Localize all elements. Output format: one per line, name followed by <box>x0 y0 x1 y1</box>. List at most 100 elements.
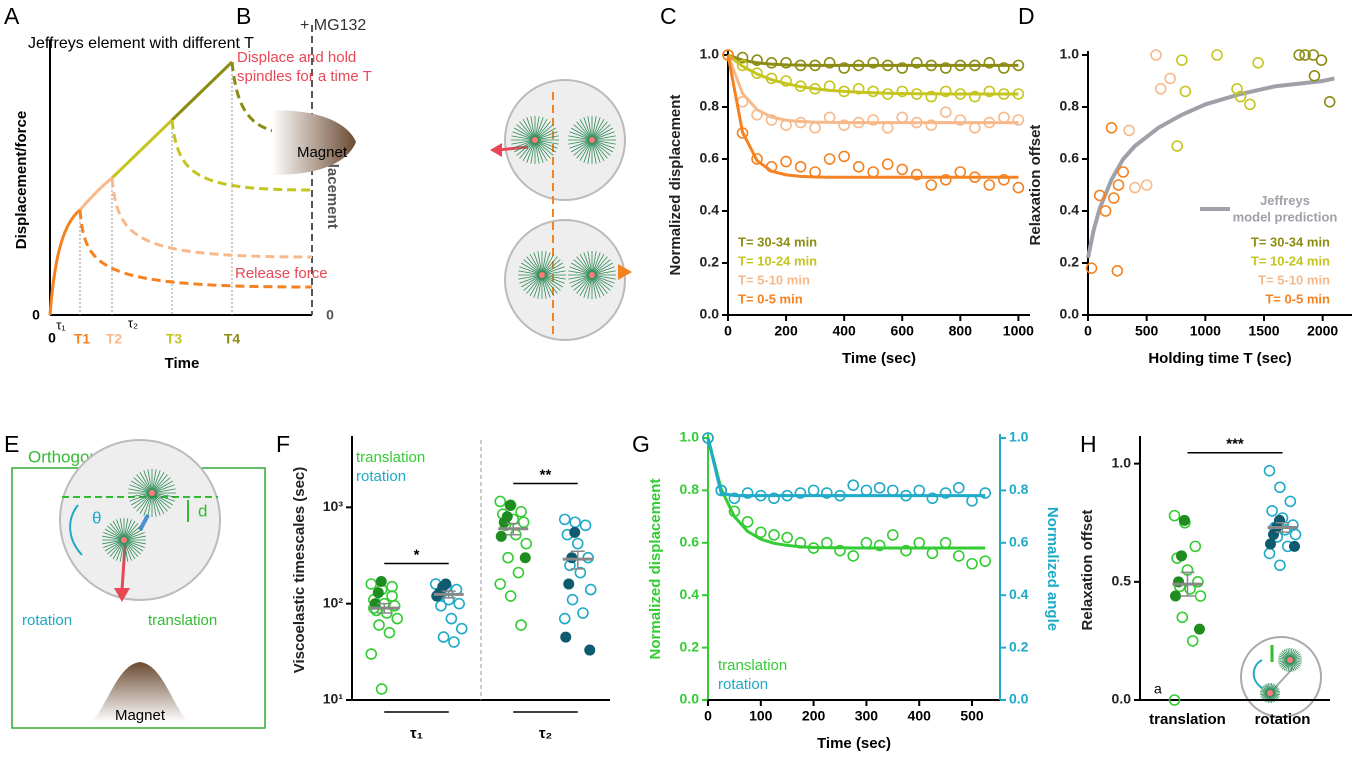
point <box>998 62 1010 74</box>
aster-ray <box>106 525 125 541</box>
point <box>768 492 780 505</box>
point <box>1263 464 1276 477</box>
point-filled <box>504 499 516 511</box>
point <box>1211 49 1223 61</box>
point <box>437 631 450 643</box>
aster-ray <box>571 274 593 288</box>
point <box>910 56 923 69</box>
point <box>1176 611 1189 624</box>
aster-ray <box>591 251 597 276</box>
aster-ray <box>521 274 543 288</box>
point <box>515 505 527 518</box>
significance: *** <box>1226 436 1244 453</box>
axis-label: Time (sec) <box>817 735 891 752</box>
aster-ray <box>568 274 593 280</box>
centrosome <box>1287 657 1293 663</box>
point <box>571 537 584 550</box>
aster-ray <box>143 470 153 494</box>
point <box>887 529 899 541</box>
y-tick-label: 10³ <box>323 498 344 514</box>
point <box>1112 179 1125 191</box>
point <box>1105 122 1118 134</box>
step-text: Release force <box>235 265 328 282</box>
cell <box>504 79 626 201</box>
point <box>1293 49 1305 61</box>
aster-ray <box>151 477 171 494</box>
point <box>1168 509 1181 522</box>
point <box>834 544 846 557</box>
legend-label: T= 30-34 min <box>1251 234 1330 249</box>
x-tick-label: 500 <box>960 708 984 724</box>
aster-ray <box>591 139 601 163</box>
aster-ray <box>591 274 613 288</box>
point-filled <box>519 552 531 564</box>
aster-ray <box>571 262 593 276</box>
point <box>925 179 938 191</box>
aster-ray <box>151 488 176 494</box>
aster-ray <box>591 266 615 276</box>
aster-ray <box>151 470 161 494</box>
y-tick-label: 1.0 <box>1060 46 1080 62</box>
aster-ray <box>537 274 543 299</box>
aster <box>102 518 146 562</box>
aster-ray <box>583 274 593 298</box>
point <box>873 481 886 494</box>
legend-label: T= 30-34 min <box>738 234 817 249</box>
tick-label: T1 <box>74 331 91 347</box>
point <box>780 56 792 69</box>
aster-ray <box>591 119 605 141</box>
inset <box>1252 659 1263 689</box>
aster-ray <box>511 135 536 141</box>
x-tick-label: τ₂ <box>539 725 552 742</box>
tick-label: T2 <box>106 331 123 347</box>
y-tick-label: 0.6 <box>680 534 700 550</box>
point <box>741 516 754 528</box>
y-tick-label: 0.4 <box>1060 202 1080 218</box>
aster-ray <box>579 254 593 276</box>
point <box>1123 124 1135 137</box>
aster-ray <box>112 520 125 541</box>
point-filled <box>372 587 384 599</box>
aster-ray <box>591 274 597 299</box>
aster-ray <box>541 274 551 298</box>
point <box>838 150 850 163</box>
aster-ray <box>516 139 536 156</box>
aster-ray <box>541 274 563 288</box>
point <box>1150 49 1162 61</box>
aster-ray <box>143 492 153 516</box>
schematic-curve <box>48 60 313 316</box>
x-tick-label: 300 <box>855 708 879 724</box>
point <box>867 56 879 69</box>
point <box>1307 49 1320 61</box>
aster-ray <box>522 119 536 141</box>
axis-label: Time (sec) <box>842 350 916 367</box>
point <box>1129 181 1141 194</box>
aster-ray <box>104 528 125 541</box>
tick-label: 0 <box>32 307 40 323</box>
point <box>504 590 517 602</box>
arrow <box>618 264 632 280</box>
aster-ray <box>123 539 142 555</box>
aster-ray <box>147 469 153 494</box>
point <box>435 600 447 612</box>
aster <box>128 469 176 517</box>
x-tick-label: 2000 <box>1307 323 1338 339</box>
point <box>983 179 996 191</box>
aster-ray <box>151 492 176 498</box>
aster-ray <box>541 254 555 276</box>
aster-ray <box>587 274 593 299</box>
y-tick-label: 0.8 <box>680 481 700 497</box>
point <box>939 62 952 74</box>
aster <box>518 251 566 299</box>
magnet <box>92 662 188 722</box>
aster-ray <box>519 139 536 159</box>
aster-ray <box>529 254 543 276</box>
aster-ray <box>523 259 543 276</box>
point <box>1111 264 1124 277</box>
centrosome <box>121 537 127 543</box>
point <box>751 54 763 67</box>
panel-label: H <box>1080 431 1097 457</box>
panel-label: A <box>4 3 20 29</box>
point <box>1244 98 1256 111</box>
point <box>847 550 860 562</box>
